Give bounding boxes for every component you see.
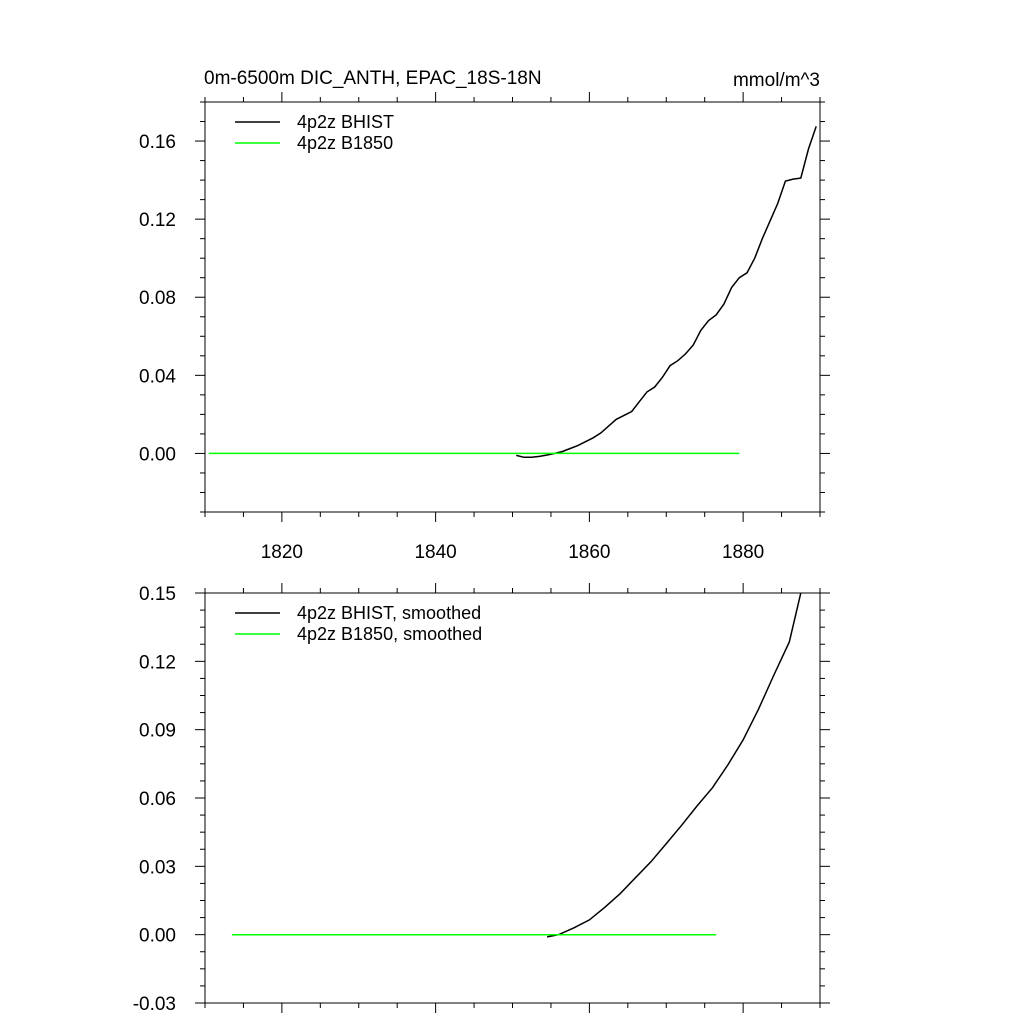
x-tick-label: 1880 bbox=[722, 542, 764, 563]
y-tick-label: 0.12 bbox=[139, 652, 176, 673]
chart-panel-2: -0.03 0.00 0.03 0.06 0.09 0.12 0.15 4p2z BHIST,… bbox=[133, 583, 830, 1015]
plot-frame bbox=[204, 592, 821, 1004]
legend-label-1: 4p2z BHIST, smoothed bbox=[297, 603, 481, 623]
legend-label-2: 4p2z B1850, smoothed bbox=[297, 624, 482, 644]
y-tick-label: 0.00 bbox=[139, 926, 176, 947]
y-tick-label: 0.09 bbox=[139, 721, 176, 742]
chart-panel-1: 1820 1840 1860 1880 0.00 0.04 0.08 0.12 0.16 0m-6… bbox=[139, 68, 830, 563]
legend-label-2: 4p2z B1850 bbox=[297, 133, 393, 153]
y-tick-label: 0.06 bbox=[139, 789, 176, 810]
x-tick-label: 1840 bbox=[414, 542, 456, 563]
y-tick-label: 0.00 bbox=[139, 444, 176, 465]
y-tick-label: 0.04 bbox=[139, 366, 176, 387]
y-tick-label: 0.08 bbox=[139, 288, 176, 309]
y-tick-label: 0.15 bbox=[139, 584, 176, 605]
x-tick-label: 1860 bbox=[568, 542, 610, 563]
y-tick-label: 0.03 bbox=[139, 857, 176, 878]
y-tick-label: 0.16 bbox=[139, 132, 176, 153]
chart-title: 0m-6500m DIC_ANTH, EPAC_18S-18N bbox=[204, 68, 542, 89]
plot-frame bbox=[204, 101, 821, 513]
y-tick-label: -0.03 bbox=[133, 994, 176, 1015]
units-label: mmol/m^3 bbox=[733, 70, 820, 91]
x-tick-label: 1820 bbox=[261, 542, 303, 563]
series-line-1 bbox=[546, 593, 802, 938]
legend-label-1: 4p2z BHIST bbox=[297, 112, 394, 132]
y-tick-label: 0.12 bbox=[139, 210, 176, 231]
series-line-1 bbox=[516, 126, 817, 459]
